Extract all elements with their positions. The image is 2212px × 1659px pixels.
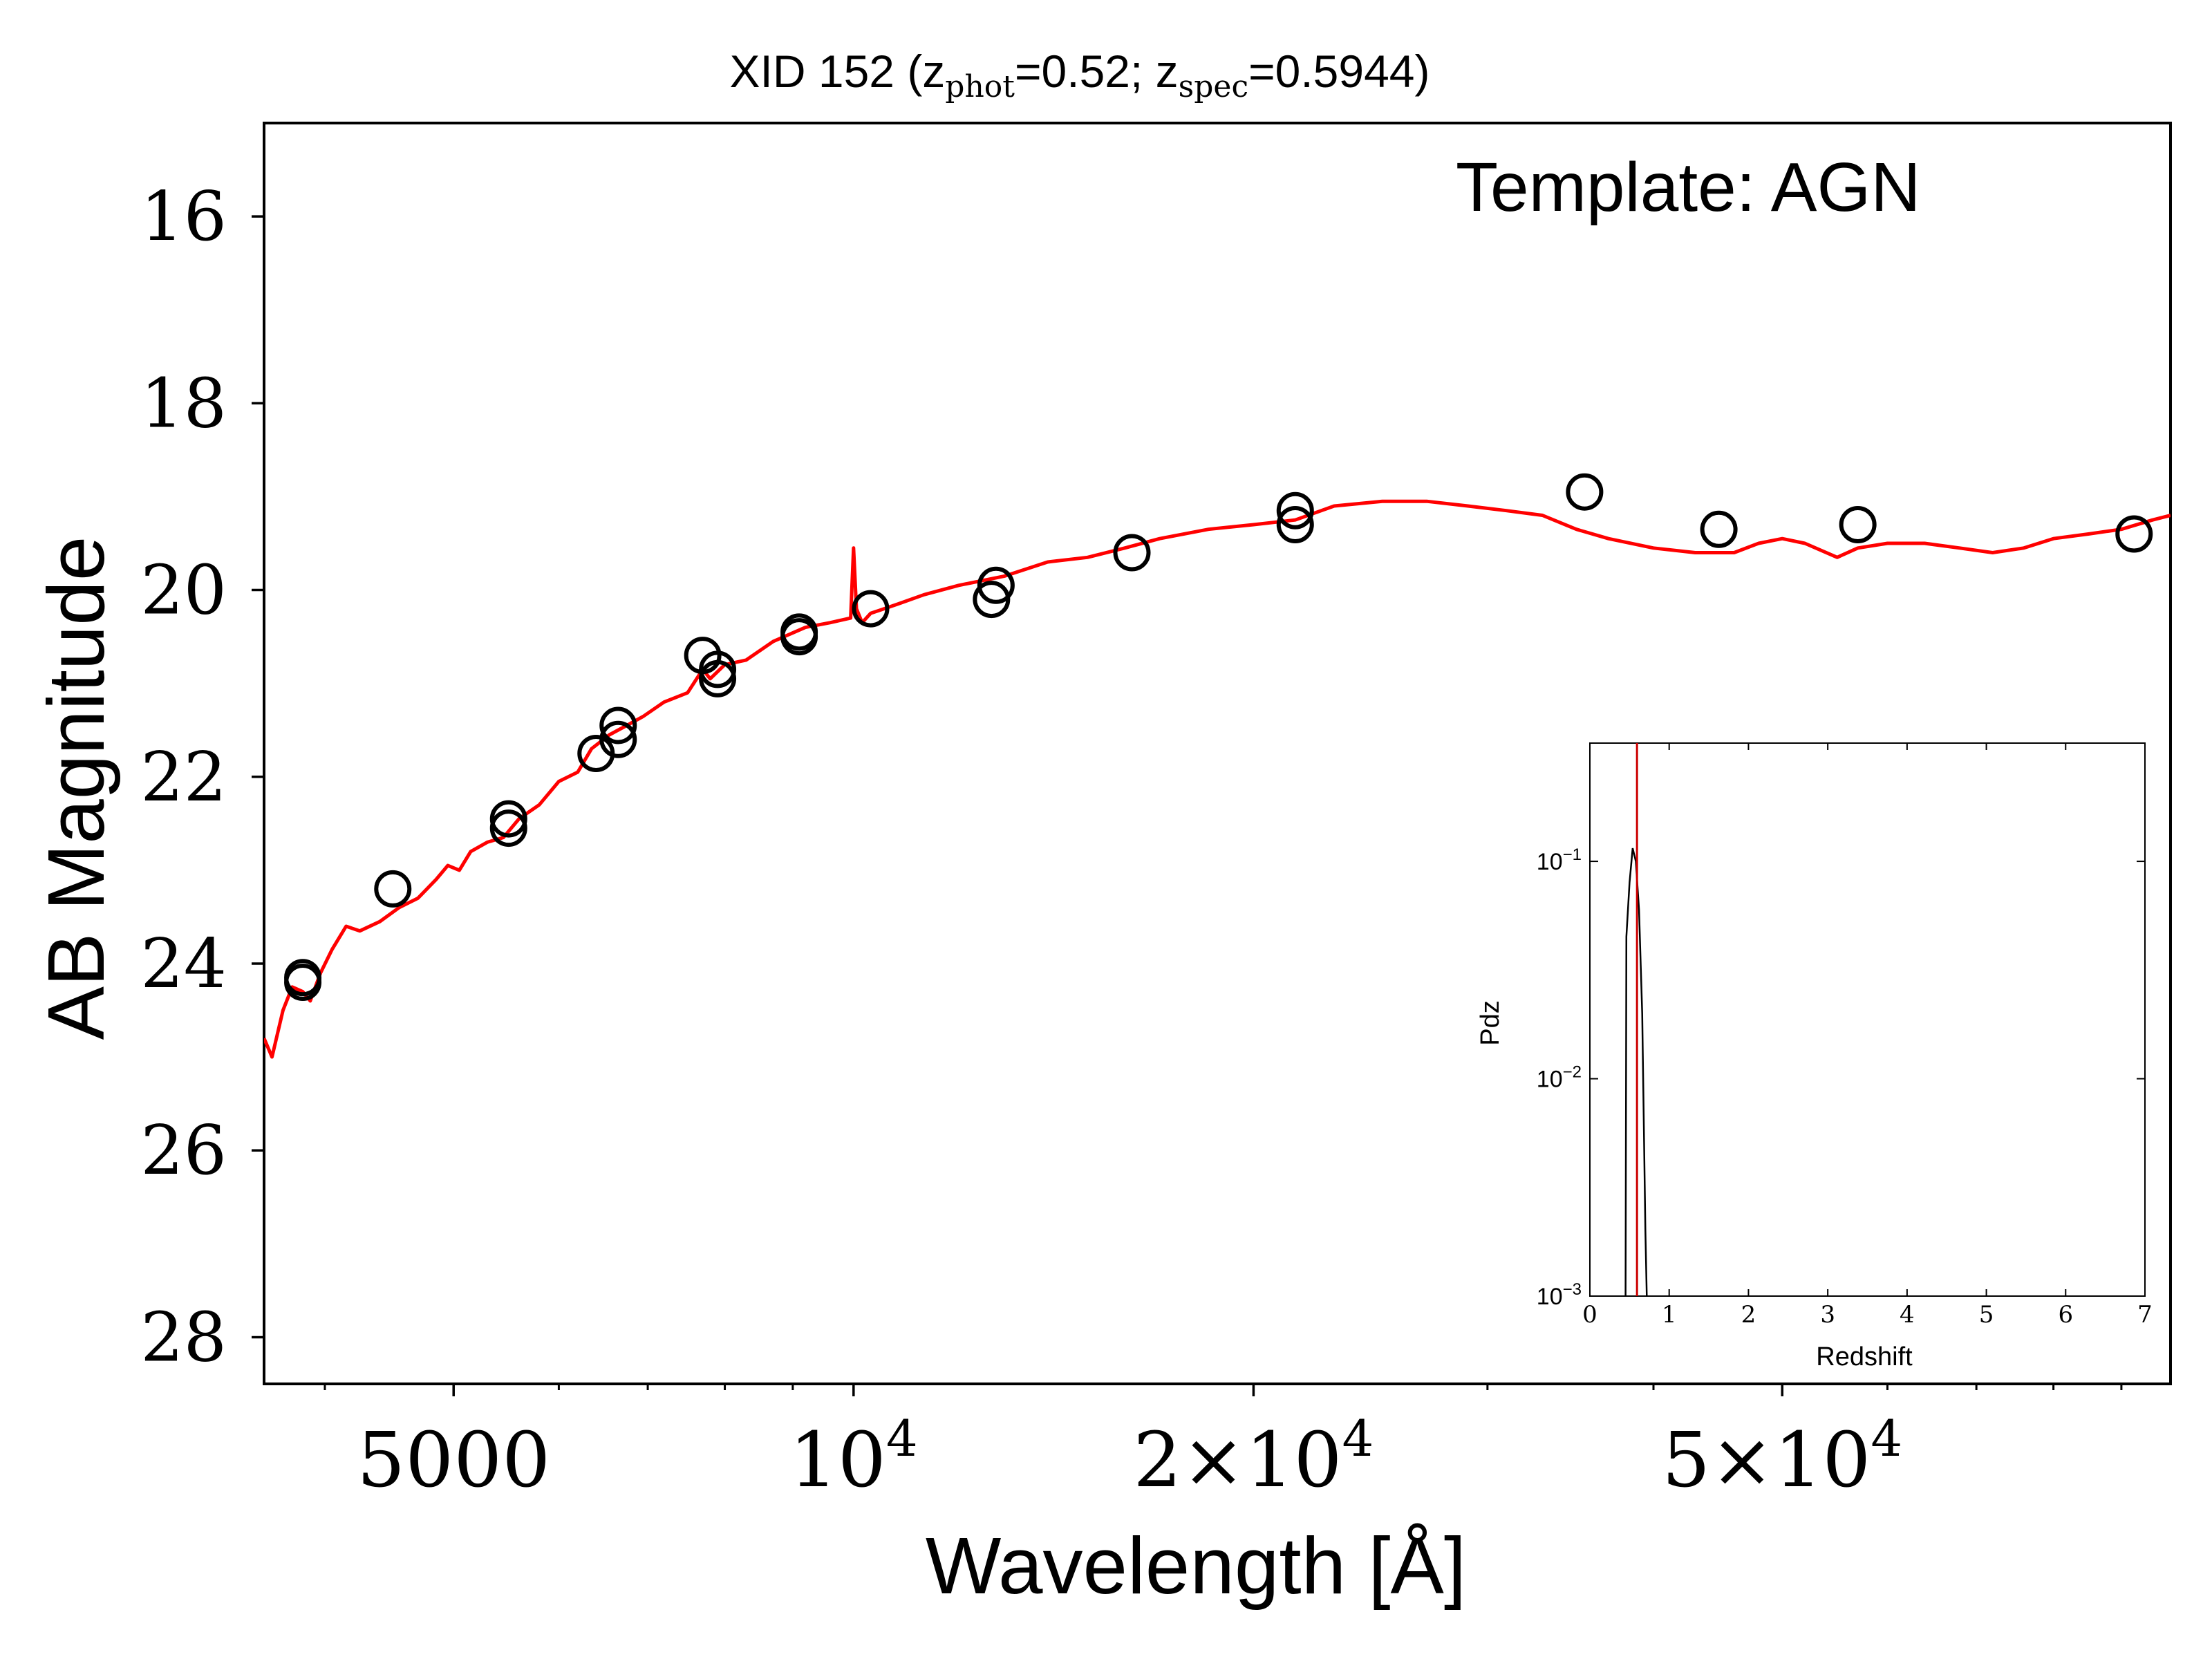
y-tick-label: 20	[140, 552, 227, 630]
inset-y-tick-base: 10	[1537, 1284, 1563, 1310]
main-plot-frame	[263, 122, 2172, 1385]
y-tick-label: 22	[140, 738, 227, 817]
inset-y-tick-base: 10	[1537, 1067, 1563, 1093]
photometry-point	[599, 706, 637, 744]
inset-x-tick-label: 1	[1662, 1301, 1677, 1329]
x-tick-label-base: 5000	[357, 1416, 550, 1504]
inset-y-tick-label: 10−3	[1537, 1280, 1582, 1310]
inset-background	[1465, 719, 2164, 1382]
x-tick-label: 5000	[357, 1416, 550, 1504]
title-mid: =0.52; z	[1015, 46, 1179, 97]
inset-x-tick-label: 4	[1900, 1301, 1915, 1329]
x-tick-label-exponent: 4	[886, 1409, 918, 1468]
x-tick-label: 5×104	[1662, 1409, 1902, 1504]
inset-frame	[1589, 742, 2146, 1297]
photometry-point	[489, 809, 527, 847]
inset-y-tick-exponent: −1	[1563, 845, 1582, 864]
photometry-point	[374, 870, 412, 908]
photometry-point	[2115, 515, 2153, 553]
inset-x-tick-label: 5	[1979, 1301, 1994, 1329]
inset-x-tick-label: 0	[1582, 1301, 1597, 1329]
title-sub-phot: phot	[945, 69, 1015, 104]
inset-x-tick-label: 2	[1741, 1301, 1756, 1329]
y-tick-label: 26	[140, 1112, 227, 1190]
inset-y-tick-label: 10−2	[1537, 1063, 1582, 1093]
template-annotation: Template: AGN	[1456, 149, 1921, 226]
y-tick-label: 16	[140, 178, 227, 256]
pdz-inset: 0 1 2 3 4 5 6 710−110−210−3	[1465, 719, 2164, 1382]
photometry-point	[699, 650, 737, 688]
inset-y-label: Pdz	[1476, 1000, 1505, 1045]
x-axis-label: Wavelength [Å]	[926, 1521, 1466, 1611]
photometry-point	[1276, 491, 1314, 529]
photometry-point	[599, 720, 637, 758]
photometry-point	[1566, 473, 1604, 511]
photometry-point	[1113, 534, 1151, 572]
y-tick-label: 24	[140, 925, 227, 1004]
photometry-point	[1700, 510, 1738, 548]
inset-x-tick-label: 3	[1820, 1301, 1835, 1329]
x-tick-label-exponent: 4	[1871, 1409, 1902, 1468]
inset-y-tick-exponent: −2	[1563, 1063, 1582, 1082]
x-tick-label-base: 10	[789, 1416, 886, 1504]
photometry-point	[699, 659, 737, 697]
x-tick-label-base: 5×10	[1662, 1416, 1871, 1504]
x-tick-label-exponent: 4	[1342, 1409, 1374, 1468]
photometry-point	[1839, 505, 1877, 543]
title-sub-spec: spec	[1179, 69, 1248, 104]
sed-model-line	[264, 499, 2171, 1059]
y-tick-label: 18	[140, 364, 227, 443]
inset-x-label: Redshift	[1816, 1342, 1913, 1371]
title-suffix: =0.5944)	[1248, 46, 1430, 97]
photometry-point	[852, 590, 890, 628]
x-tick-label: 2×104	[1133, 1409, 1374, 1504]
photometry-point	[284, 964, 322, 1002]
photometry-point	[1276, 505, 1314, 543]
inset-x-tick-label: 6	[2058, 1301, 2073, 1329]
chart-title: XID 152 (zphot=0.52; zspec=0.5944)	[730, 46, 1430, 104]
inset-x-tick-label: 7	[2137, 1301, 2153, 1329]
photometry-point	[780, 618, 818, 656]
x-tick-label-base: 2×10	[1133, 1416, 1342, 1504]
inset-y-tick-label: 10−1	[1537, 845, 1582, 875]
x-tick-label: 104	[789, 1409, 918, 1504]
photometry-point	[977, 566, 1015, 604]
photometry-point	[489, 800, 527, 838]
title-prefix: XID 152 (z	[730, 46, 946, 97]
inset-y-tick-exponent: −3	[1563, 1280, 1582, 1299]
pdz-curve	[1624, 847, 1648, 1296]
y-axis-label: AB Magnitude	[31, 536, 121, 1040]
inset-y-tick-base: 10	[1537, 849, 1563, 875]
y-tick-label: 28	[140, 1298, 227, 1377]
